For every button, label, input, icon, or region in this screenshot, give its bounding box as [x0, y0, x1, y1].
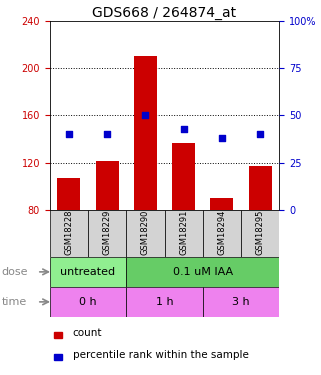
Text: GSM18294: GSM18294	[217, 210, 226, 255]
Bar	[211, 198, 233, 210]
Bar	[126, 257, 279, 287]
Point	[257, 131, 263, 137]
Text: GSM18295: GSM18295	[256, 210, 265, 255]
Text: GSM18229: GSM18229	[103, 210, 112, 255]
Text: count: count	[73, 328, 102, 338]
Bar	[203, 287, 279, 317]
Bar	[54, 332, 62, 338]
Text: GSM18228: GSM18228	[65, 210, 74, 255]
Text: GSM18291: GSM18291	[179, 210, 188, 255]
Point	[219, 135, 224, 141]
Bar	[241, 210, 279, 257]
Bar	[126, 287, 203, 317]
Bar	[50, 287, 126, 317]
Bar	[54, 354, 62, 360]
Text: 0.1 uM IAA: 0.1 uM IAA	[173, 267, 233, 277]
Bar	[134, 56, 157, 210]
Text: GSM18290: GSM18290	[141, 210, 150, 255]
Text: time: time	[2, 297, 27, 307]
Bar	[96, 162, 118, 210]
Bar	[249, 166, 272, 210]
Bar	[57, 178, 80, 210]
Point	[105, 131, 110, 137]
Bar	[172, 142, 195, 210]
Point	[181, 126, 186, 132]
Bar	[126, 210, 164, 257]
Text: 1 h: 1 h	[156, 297, 173, 307]
Bar	[164, 210, 203, 257]
Bar	[50, 210, 88, 257]
Point	[66, 131, 72, 137]
Point	[143, 112, 148, 118]
Text: percentile rank within the sample: percentile rank within the sample	[73, 350, 248, 360]
Bar	[203, 210, 241, 257]
Text: untreated: untreated	[60, 267, 116, 277]
Bar	[88, 210, 126, 257]
Text: dose: dose	[2, 267, 28, 277]
Title: GDS668 / 264874_at: GDS668 / 264874_at	[92, 6, 237, 20]
Text: 3 h: 3 h	[232, 297, 250, 307]
Bar	[50, 257, 126, 287]
Text: 0 h: 0 h	[79, 297, 97, 307]
